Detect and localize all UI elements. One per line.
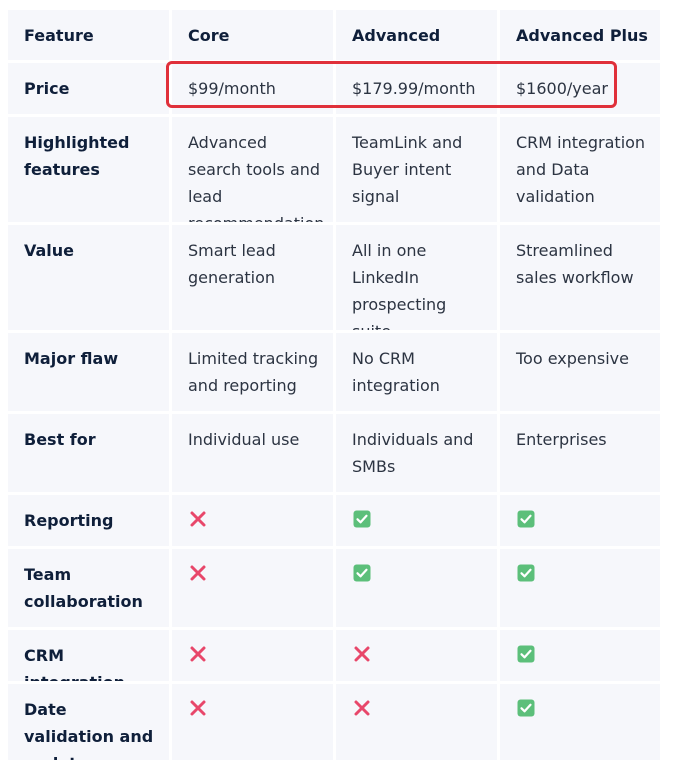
major-flaw-advanced: No CRM integration (336, 333, 497, 411)
price-advanced: $179.99/month (336, 63, 497, 114)
cross-icon (188, 509, 208, 529)
major-flaw-advanced-plus: Too expensive (500, 333, 660, 411)
reporting-advanced-plus (500, 495, 660, 546)
reporting-advanced (336, 495, 497, 546)
best-for-advanced: Individuals and SMBs (336, 414, 497, 492)
column-header-core: Core (172, 10, 333, 60)
row-label-date-validation: Date validation and updates (8, 684, 169, 760)
check-icon (352, 509, 372, 529)
column-header-advanced: Advanced (336, 10, 497, 60)
check-icon (516, 644, 536, 664)
highlighted-features-advanced: TeamLink and Buyer intent signal (336, 117, 497, 222)
crm-integration-advanced-plus (500, 630, 660, 681)
best-for-core: Individual use (172, 414, 333, 492)
team-collaboration-advanced-plus (500, 549, 660, 627)
cross-icon (188, 563, 208, 583)
major-flaw-core: Limited tracking and reporting (172, 333, 333, 411)
price-core: $99/month (172, 63, 333, 114)
highlighted-features-core: Advanced search tools and lead recommend… (172, 117, 333, 222)
value-advanced: All in one LinkedIn prospecting suite (336, 225, 497, 330)
cross-icon (188, 644, 208, 664)
row-label-major-flaw: Major flaw (8, 333, 169, 411)
price-advanced-plus: $1600/year (500, 63, 660, 114)
value-core: Smart lead generation (172, 225, 333, 330)
row-label-highlighted-features: Highlighted features (8, 117, 169, 222)
cross-icon (352, 644, 372, 664)
crm-integration-core (172, 630, 333, 681)
date-validation-advanced (336, 684, 497, 760)
check-icon (516, 698, 536, 718)
column-header-advanced-plus: Advanced Plus (500, 10, 660, 60)
value-advanced-plus: Streamlined sales workflow (500, 225, 660, 330)
row-label-team-collaboration: Team collaboration (8, 549, 169, 627)
reporting-core (172, 495, 333, 546)
crm-integration-advanced (336, 630, 497, 681)
best-for-advanced-plus: Enterprises (500, 414, 660, 492)
date-validation-advanced-plus (500, 684, 660, 760)
row-label-best-for: Best for (8, 414, 169, 492)
row-label-value: Value (8, 225, 169, 330)
date-validation-core (172, 684, 333, 760)
row-label-reporting: Reporting (8, 495, 169, 546)
check-icon (352, 563, 372, 583)
row-label-crm-integration: CRM integration (8, 630, 169, 681)
cross-icon (352, 698, 372, 718)
team-collaboration-advanced (336, 549, 497, 627)
check-icon (516, 509, 536, 529)
cross-icon (188, 698, 208, 718)
column-header-feature: Feature (8, 10, 169, 60)
team-collaboration-core (172, 549, 333, 627)
row-label-price: Price (8, 63, 169, 114)
comparison-table: Feature Core Advanced Advanced Plus Pric… (8, 10, 660, 760)
highlighted-features-advanced-plus: CRM integration and Data validation (500, 117, 660, 222)
check-icon (516, 563, 536, 583)
